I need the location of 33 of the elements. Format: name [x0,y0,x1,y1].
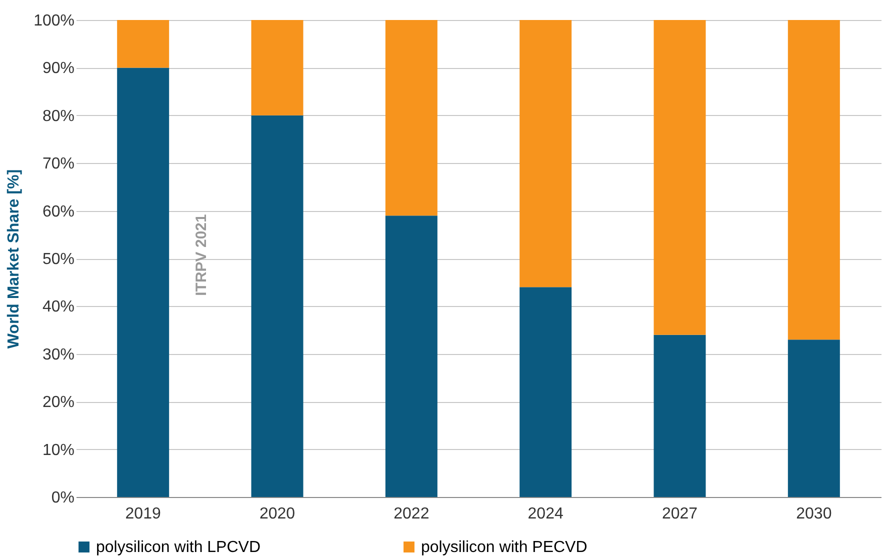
y-tick-label: 30% [42,346,74,364]
bar [117,20,170,68]
y-tick-label: 50% [42,251,74,268]
bar [251,115,304,497]
bar [788,340,840,497]
x-tick-label: 2020 [259,506,296,522]
y-tick-label: 60% [42,203,74,220]
x-tick-label: 2019 [125,506,161,522]
x-tick-label: 2024 [528,506,564,522]
bar [251,20,304,116]
bar [520,287,572,497]
bar [520,20,572,288]
y-tick-label: 10% [42,442,74,459]
y-tick-label: 70% [42,156,74,173]
x-tick-label: 2027 [662,506,698,522]
y-axis-title: World Market Share [%] [6,169,23,349]
x-tick-label: 2022 [394,506,430,522]
annotation: ITRPV 2021 [193,214,210,296]
legend-label: polysilicon with LPCVD [96,539,261,556]
bar [788,20,840,340]
y-tick-label: 90% [42,60,74,78]
y-tick-label: 100% [34,12,74,30]
x-tick-label: 2030 [796,506,832,522]
bar [385,20,438,216]
y-tick-label: 40% [42,298,74,316]
bar [385,216,438,497]
y-tick-label: 0% [51,490,74,506]
y-tick-label: 80% [42,108,74,125]
bar [654,20,706,335]
legend-label: polysilicon with PECVD [421,539,588,556]
bar [117,68,170,497]
bar [654,334,706,497]
y-tick-label: 20% [42,394,74,412]
